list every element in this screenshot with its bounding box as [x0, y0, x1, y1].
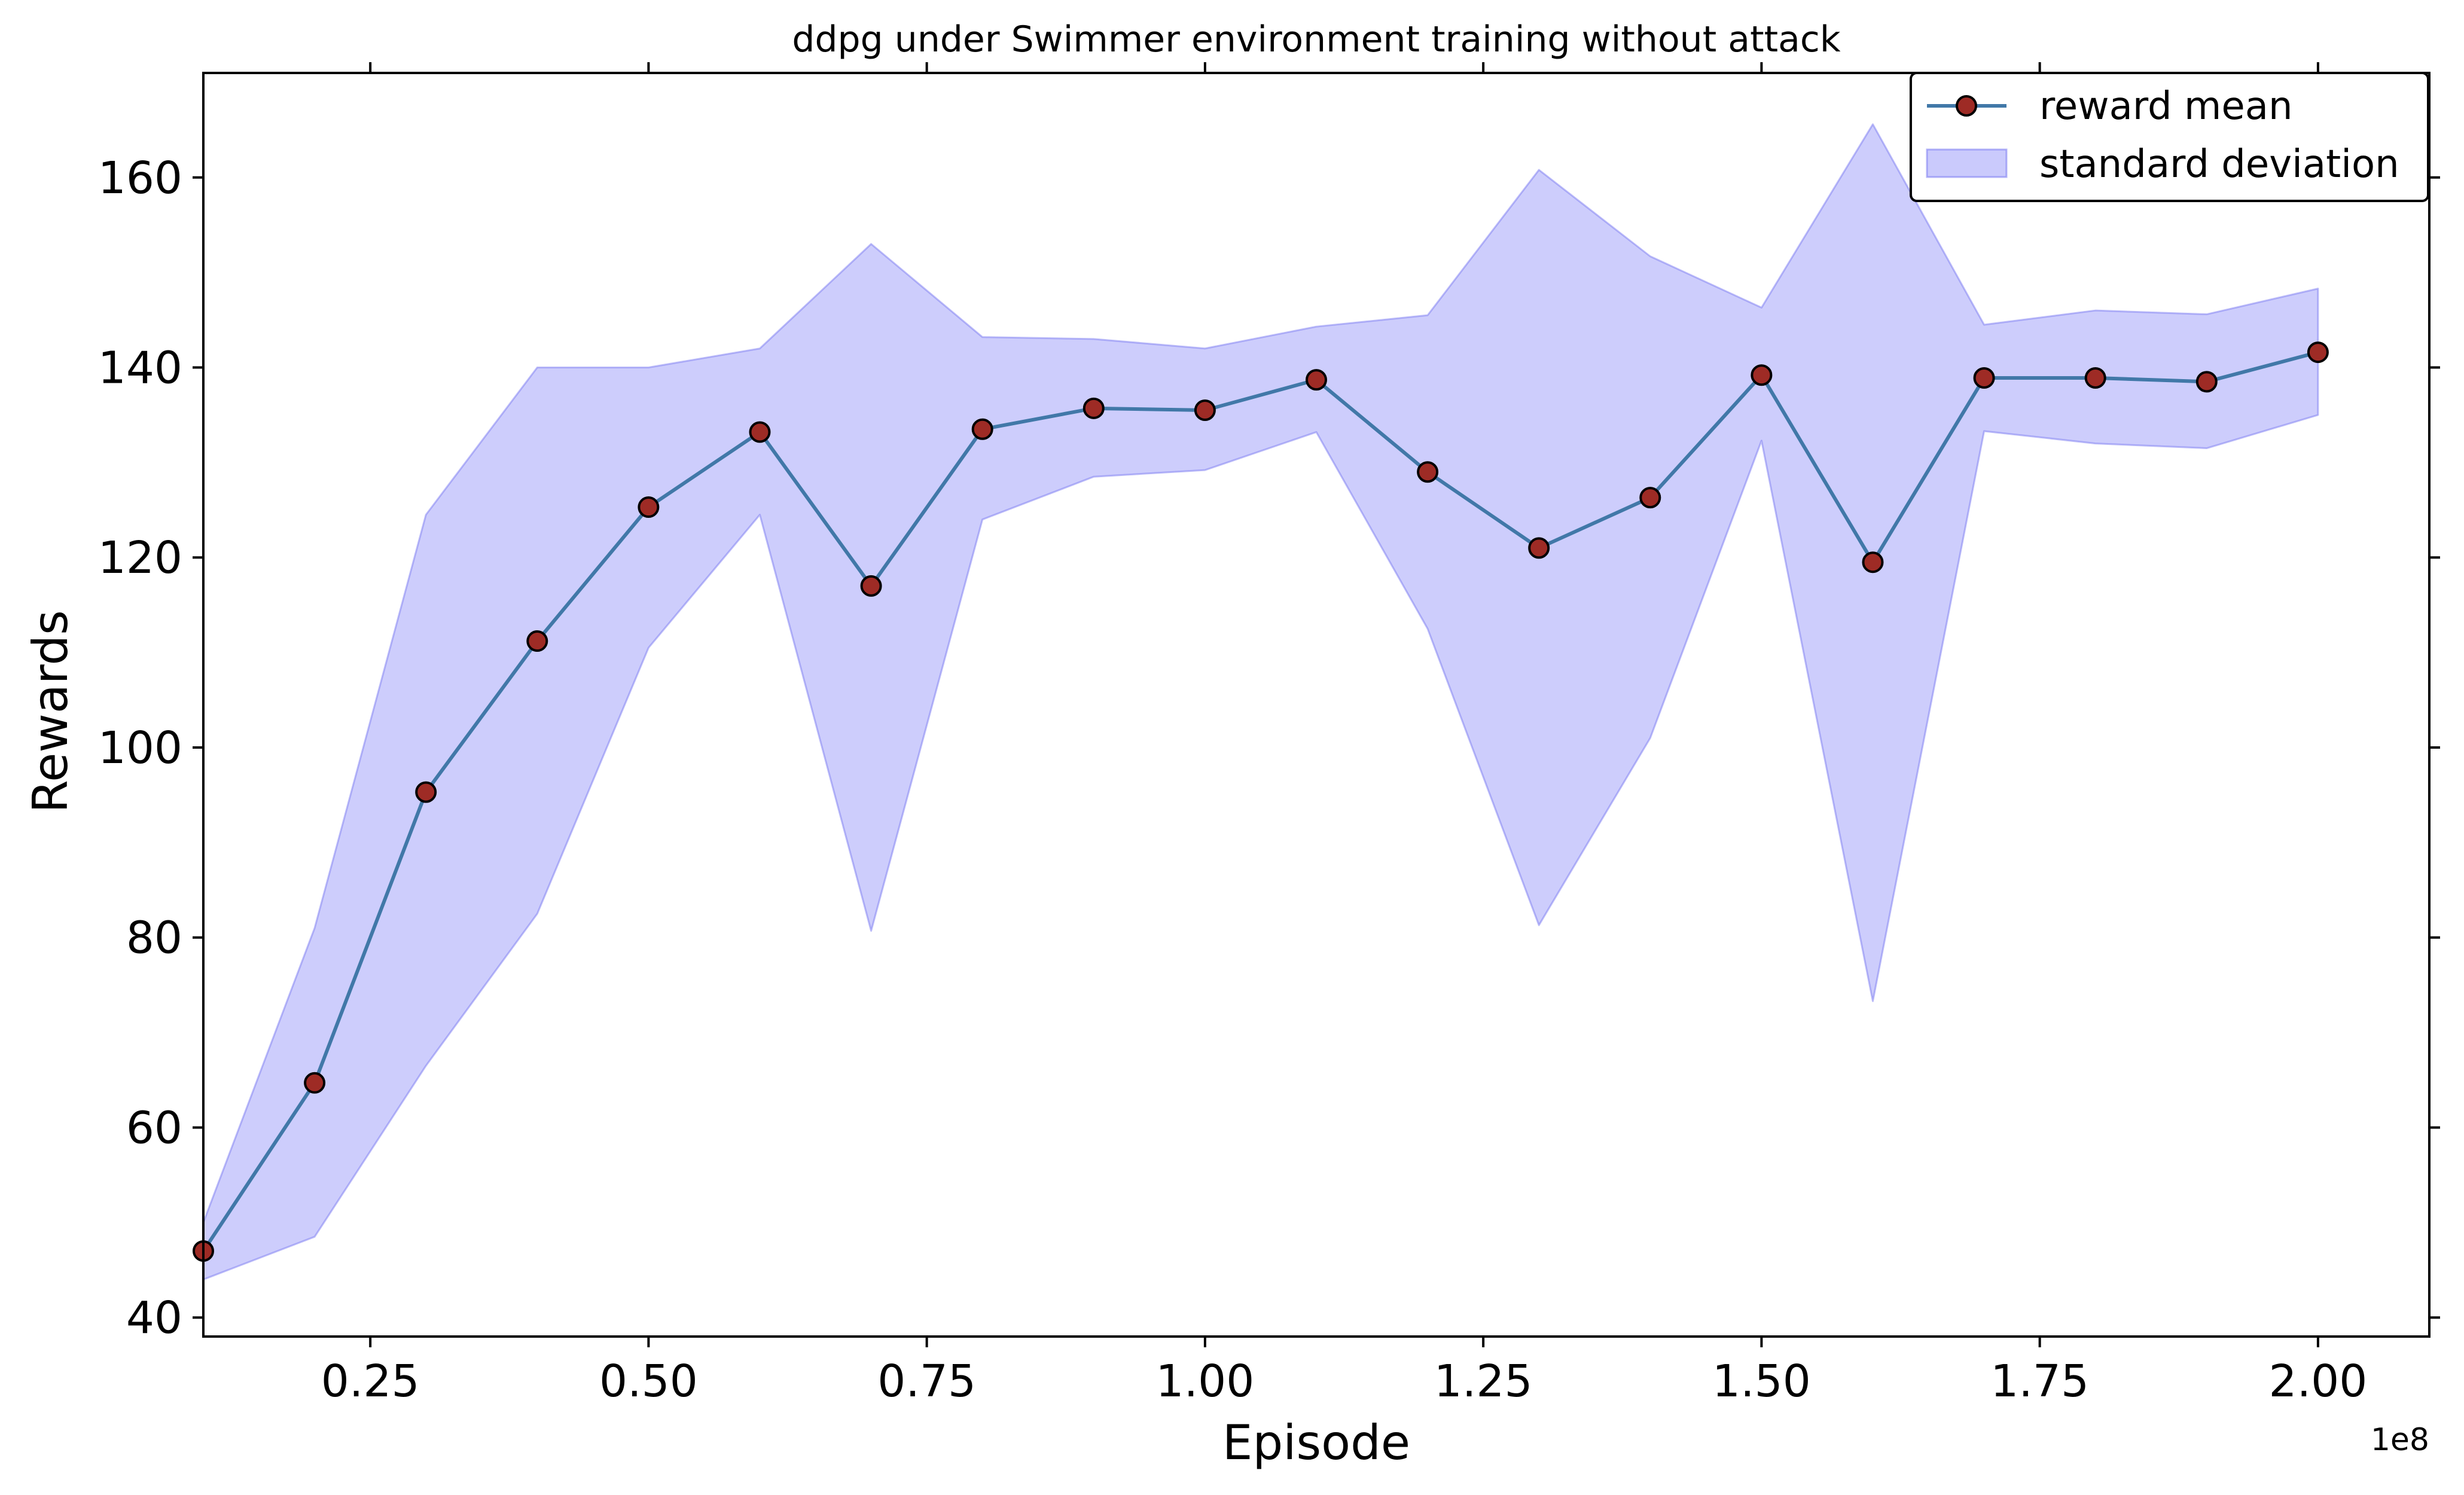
reward-mean-point: [1751, 364, 1773, 386]
mean-marker-layer: [193, 341, 2329, 1262]
x-tick-label: 0.50: [599, 1356, 698, 1407]
y-axis-title: Rewards: [23, 610, 78, 813]
y-tick-label: 100: [98, 722, 182, 774]
x-tick-label: 1.50: [1712, 1356, 1811, 1407]
y-tick-label: 120: [98, 532, 182, 584]
reward-mean-point: [2195, 371, 2218, 393]
x-tick-label: 1.25: [1434, 1356, 1533, 1407]
x-tick-label: 0.25: [321, 1356, 420, 1407]
reward-mean-line: [202, 350, 2319, 1252]
x-tick-label: 2.00: [2269, 1356, 2368, 1407]
reward-mean-point: [526, 630, 548, 652]
reward-mean-point: [1973, 367, 1995, 389]
plot-frame: [202, 72, 2431, 1338]
legend-label-reward-mean: reward mean: [2039, 84, 2293, 129]
legend-box: [1910, 72, 2429, 202]
y-axis-ticks: 40 60 80 100 120 140 160: [98, 152, 2440, 1344]
reward-mean-point: [2307, 341, 2329, 364]
y-tick-label: 60: [126, 1102, 182, 1154]
reward-mean-point: [1528, 537, 1550, 559]
reward-mean-point: [1194, 399, 1216, 421]
reward-mean-point: [638, 496, 660, 518]
reward-mean-point: [1639, 487, 1661, 509]
std-band-layer: [202, 123, 2319, 1281]
x-axis-title: Episode: [1222, 1415, 1410, 1470]
x-tick-label: 1.75: [1990, 1356, 2089, 1407]
y-tick-label: 80: [126, 913, 182, 964]
legend-marker-swatch: [1956, 95, 1977, 117]
reward-mean-point: [1082, 397, 1105, 419]
legend: reward mean standard deviation: [1910, 72, 2429, 202]
std-band-area: [202, 123, 2319, 1281]
reward-mean-point: [2084, 367, 2106, 389]
reward-mean-point: [304, 1072, 326, 1094]
reward-mean-point: [1417, 461, 1439, 483]
mean-line-layer: [202, 350, 2319, 1252]
reward-mean-point: [971, 418, 993, 440]
reward-mean-point: [860, 575, 882, 597]
y-tick-label: 40: [126, 1292, 182, 1344]
x-tick-label: 1.00: [1156, 1356, 1255, 1407]
x-tick-label: 0.75: [877, 1356, 976, 1407]
legend-band-swatch: [1926, 148, 2008, 178]
x-axis-ticks: 0.25 0.50 0.75 1.00 1.25 1.50 1.75 2.00: [321, 62, 2368, 1407]
legend-label-standard-deviation: standard deviation: [2039, 142, 2399, 187]
reward-mean-point: [1862, 551, 1884, 573]
reward-mean-point: [415, 781, 437, 803]
reward-mean-point: [749, 421, 771, 443]
chart-title: ddpg under Swimmer environment training …: [792, 19, 1840, 60]
x-axis-offset-label: 1e8: [2371, 1422, 2429, 1458]
reward-mean-point: [1306, 369, 1327, 391]
y-tick-label: 160: [98, 152, 182, 204]
y-tick-label: 140: [98, 343, 182, 394]
